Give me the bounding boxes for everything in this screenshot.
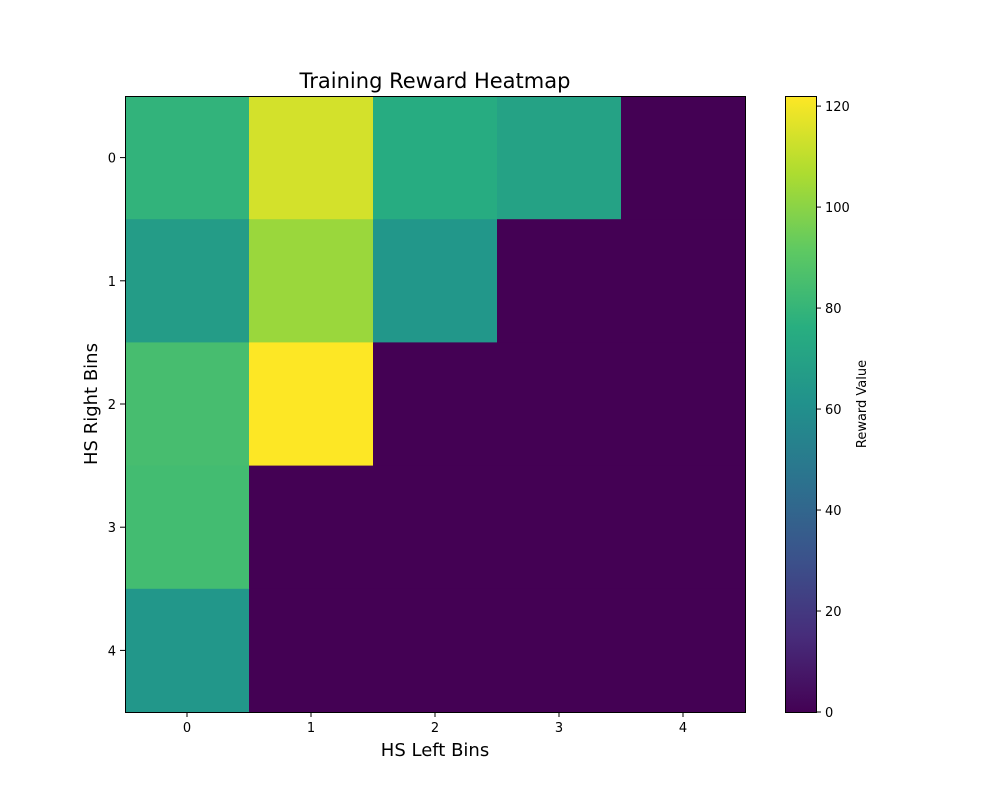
heatmap-cell-r0-c0 <box>125 96 250 220</box>
x-tick-label: 4 <box>679 721 687 736</box>
heatmap-cell-r2-c1 <box>249 342 374 467</box>
heatmap-cell-r2-c3 <box>497 342 622 467</box>
x-tick-label: 3 <box>555 721 563 736</box>
heatmap-cell-r3-c4 <box>621 465 746 590</box>
colorbar-tick-label: 40 <box>825 504 842 519</box>
colorbar-title: Reward Value <box>855 360 870 448</box>
y-tick-label: 0 <box>108 152 116 167</box>
heatmap-cell-r4-c4 <box>621 588 746 713</box>
heatmap-cell-r2-c4 <box>621 342 746 467</box>
heatmap-cell-r4-c2 <box>373 588 498 713</box>
heatmap-cell-r1-c2 <box>373 219 498 343</box>
colorbar <box>785 96 817 713</box>
y-axis-title: HS Right Bins <box>81 343 102 465</box>
heatmap-cell-r4-c0 <box>125 588 250 713</box>
colorbar-tick-label: 100 <box>825 201 850 216</box>
colorbar-tick-label: 60 <box>825 403 842 418</box>
y-tick-label: 1 <box>108 275 116 290</box>
colorbar-tick-label: 80 <box>825 302 842 317</box>
heatmap-cell-r3-c2 <box>373 465 498 590</box>
y-axis-ticks: 0 1 2 3 4 <box>108 152 125 659</box>
x-axis-ticks: 0 1 2 3 4 <box>183 712 687 736</box>
heatmap-cell-r2-c2 <box>373 342 498 467</box>
colorbar-ticks: 0 20 40 60 80 100 120 <box>816 100 850 721</box>
heatmap-cell-r4-c3 <box>497 588 622 713</box>
heatmap-cell-r0-c2 <box>373 96 498 220</box>
heatmap-cells <box>125 96 746 713</box>
heatmap-cell-r2-c0 <box>125 342 250 467</box>
y-tick-label: 3 <box>108 521 116 536</box>
x-axis-title: HS Left Bins <box>381 740 489 761</box>
x-tick-label: 0 <box>183 721 191 736</box>
x-tick-label: 2 <box>431 721 439 736</box>
heatmap-cell-r3-c3 <box>497 465 622 590</box>
heatmap-cell-r3-c1 <box>249 465 374 590</box>
colorbar-tick-label: 0 <box>825 706 833 721</box>
colorbar-tick-label: 20 <box>825 605 842 620</box>
x-tick-label: 1 <box>307 721 315 736</box>
colorbar-tick-label: 120 <box>825 100 850 115</box>
y-tick-label: 4 <box>108 644 116 659</box>
chart-title: Training Reward Heatmap <box>299 69 571 93</box>
heatmap-cell-r0-c4 <box>621 96 746 220</box>
heatmap-cell-r1-c4 <box>621 219 746 343</box>
heatmap-cell-r4-c1 <box>249 588 374 713</box>
heatmap-cell-r0-c3 <box>497 96 622 220</box>
y-tick-label: 2 <box>108 398 116 413</box>
heatmap-cell-r1-c1 <box>249 219 374 343</box>
heatmap-cell-r3-c0 <box>125 465 250 590</box>
heatmap-cell-r1-c0 <box>125 219 250 343</box>
heatmap-cell-r1-c3 <box>497 219 622 343</box>
heatmap-cell-r0-c1 <box>249 96 374 220</box>
